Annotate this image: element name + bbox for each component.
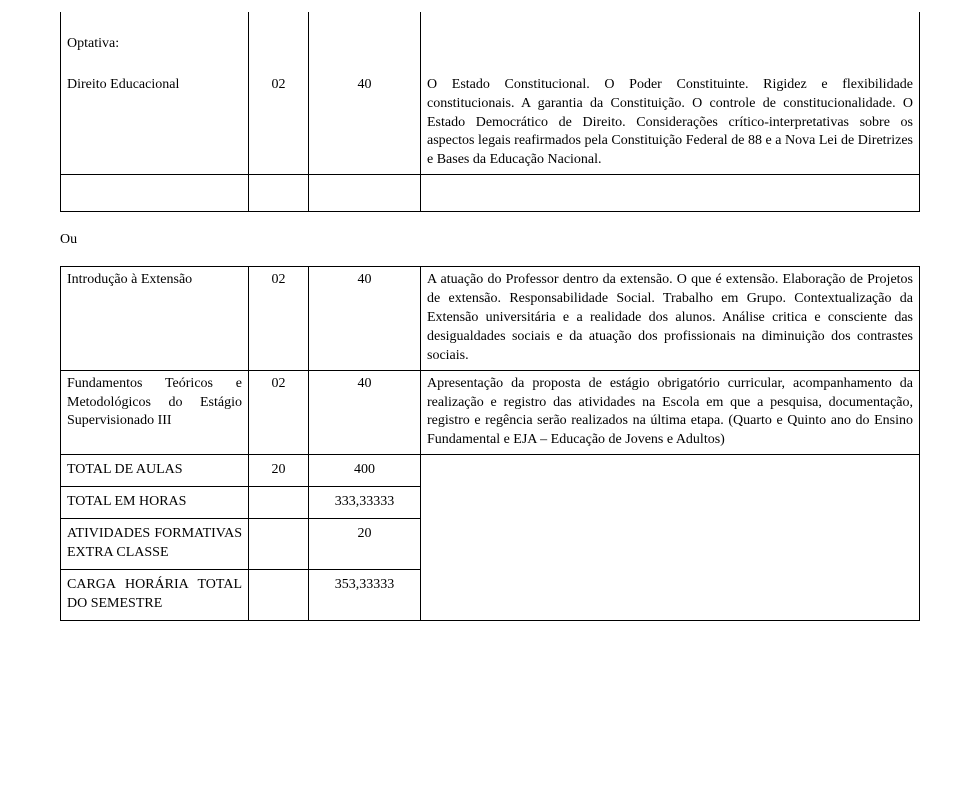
cell-empty — [309, 175, 421, 212]
cell-empty — [421, 519, 920, 570]
cell-total-c2 — [249, 569, 309, 620]
cell-description: O Estado Constitucional. O Poder Constit… — [421, 58, 920, 175]
cell-empty — [421, 175, 920, 212]
table-row: Introdução à Extensão 02 40 A atuação do… — [61, 267, 920, 370]
cell-optativa: Optativa: — [61, 12, 249, 58]
cell-course-name: Introdução à Extensão — [61, 267, 249, 370]
table-section-1: Optativa: Direito Educacional 02 40 O Es… — [60, 12, 920, 212]
cell-total-label: TOTAL EM HORAS — [61, 487, 249, 519]
table-row: TOTAL EM HORAS 333,33333 — [61, 487, 920, 519]
table-row: ATIVIDADES FORMATIVAS EXTRA CLASSE 20 — [61, 519, 920, 570]
cell-empty — [421, 455, 920, 487]
table-row: Direito Educacional 02 40 O Estado Const… — [61, 58, 920, 175]
cell-total-c3: 353,33333 — [309, 569, 421, 620]
cell-total-c2: 20 — [249, 455, 309, 487]
table-section-2: Introdução à Extensão 02 40 A atuação do… — [60, 266, 920, 620]
optativa-label: Optativa: — [67, 36, 119, 51]
description-text: O Estado Constitucional. O Poder Constit… — [427, 76, 913, 170]
cell-empty — [61, 175, 249, 212]
cell-empty — [249, 12, 309, 58]
ou-label: Ou — [60, 232, 920, 248]
cell-total-c3: 333,33333 — [309, 487, 421, 519]
cell-total-c2 — [249, 519, 309, 570]
cell-total-c2 — [249, 487, 309, 519]
cell-credits: 02 — [249, 370, 309, 455]
cell-total-c3: 20 — [309, 519, 421, 570]
cell-total-label: TOTAL DE AULAS — [61, 455, 249, 487]
cell-empty — [249, 175, 309, 212]
cell-total-c3: 400 — [309, 455, 421, 487]
cell-hours: 40 — [309, 267, 421, 370]
cell-empty — [421, 569, 920, 620]
cell-hours: 40 — [309, 58, 421, 175]
cell-course-name: Fundamentos Teóricos e Metodológicos do … — [61, 370, 249, 455]
cell-description: Apresentação da proposta de estágio obri… — [421, 370, 920, 455]
cell-total-label: ATIVIDADES FORMATIVAS EXTRA CLASSE — [61, 519, 249, 570]
cell-empty — [421, 487, 920, 519]
table-row: CARGA HORÁRIA TOTAL DO SEMESTRE 353,3333… — [61, 569, 920, 620]
table-row: Optativa: — [61, 12, 920, 58]
cell-total-label: CARGA HORÁRIA TOTAL DO SEMESTRE — [61, 569, 249, 620]
course-name: Direito Educacional — [67, 76, 242, 95]
cell-description: A atuação do Professor dentro da extensã… — [421, 267, 920, 370]
table-row — [61, 175, 920, 212]
cell-empty — [309, 12, 421, 58]
cell-hours: 40 — [309, 370, 421, 455]
value: 02 — [255, 76, 302, 95]
cell-course-name: Direito Educacional — [61, 58, 249, 175]
cell-credits: 02 — [249, 58, 309, 175]
table-row: TOTAL DE AULAS 20 400 — [61, 455, 920, 487]
cell-credits: 02 — [249, 267, 309, 370]
value: 40 — [315, 76, 414, 95]
table-row: Fundamentos Teóricos e Metodológicos do … — [61, 370, 920, 455]
cell-empty — [421, 12, 920, 58]
page: Optativa: Direito Educacional 02 40 O Es… — [0, 0, 960, 651]
